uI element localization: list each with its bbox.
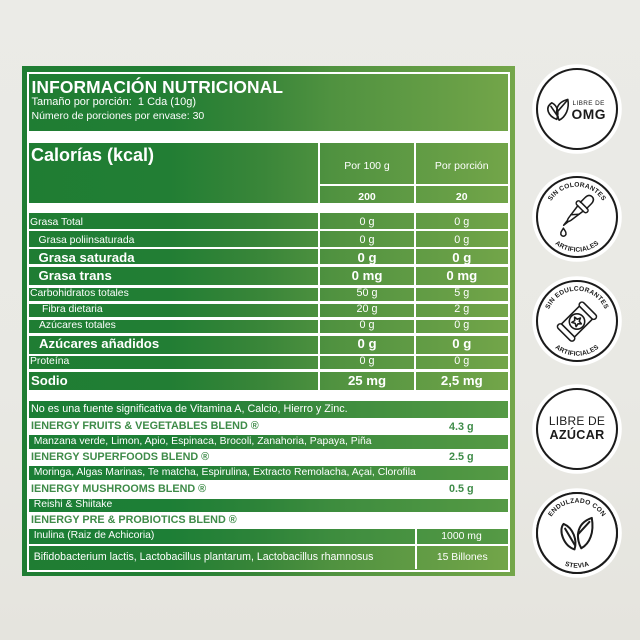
svg-text:LIBRE DE: LIBRE DE [573,100,605,107]
svg-text:OMG: OMG [572,107,606,122]
svg-text:STEVIA: STEVIA [564,560,590,569]
svg-text:AZÚCAR: AZÚCAR [550,427,605,442]
svg-text:LIBRE DE: LIBRE DE [549,414,605,428]
